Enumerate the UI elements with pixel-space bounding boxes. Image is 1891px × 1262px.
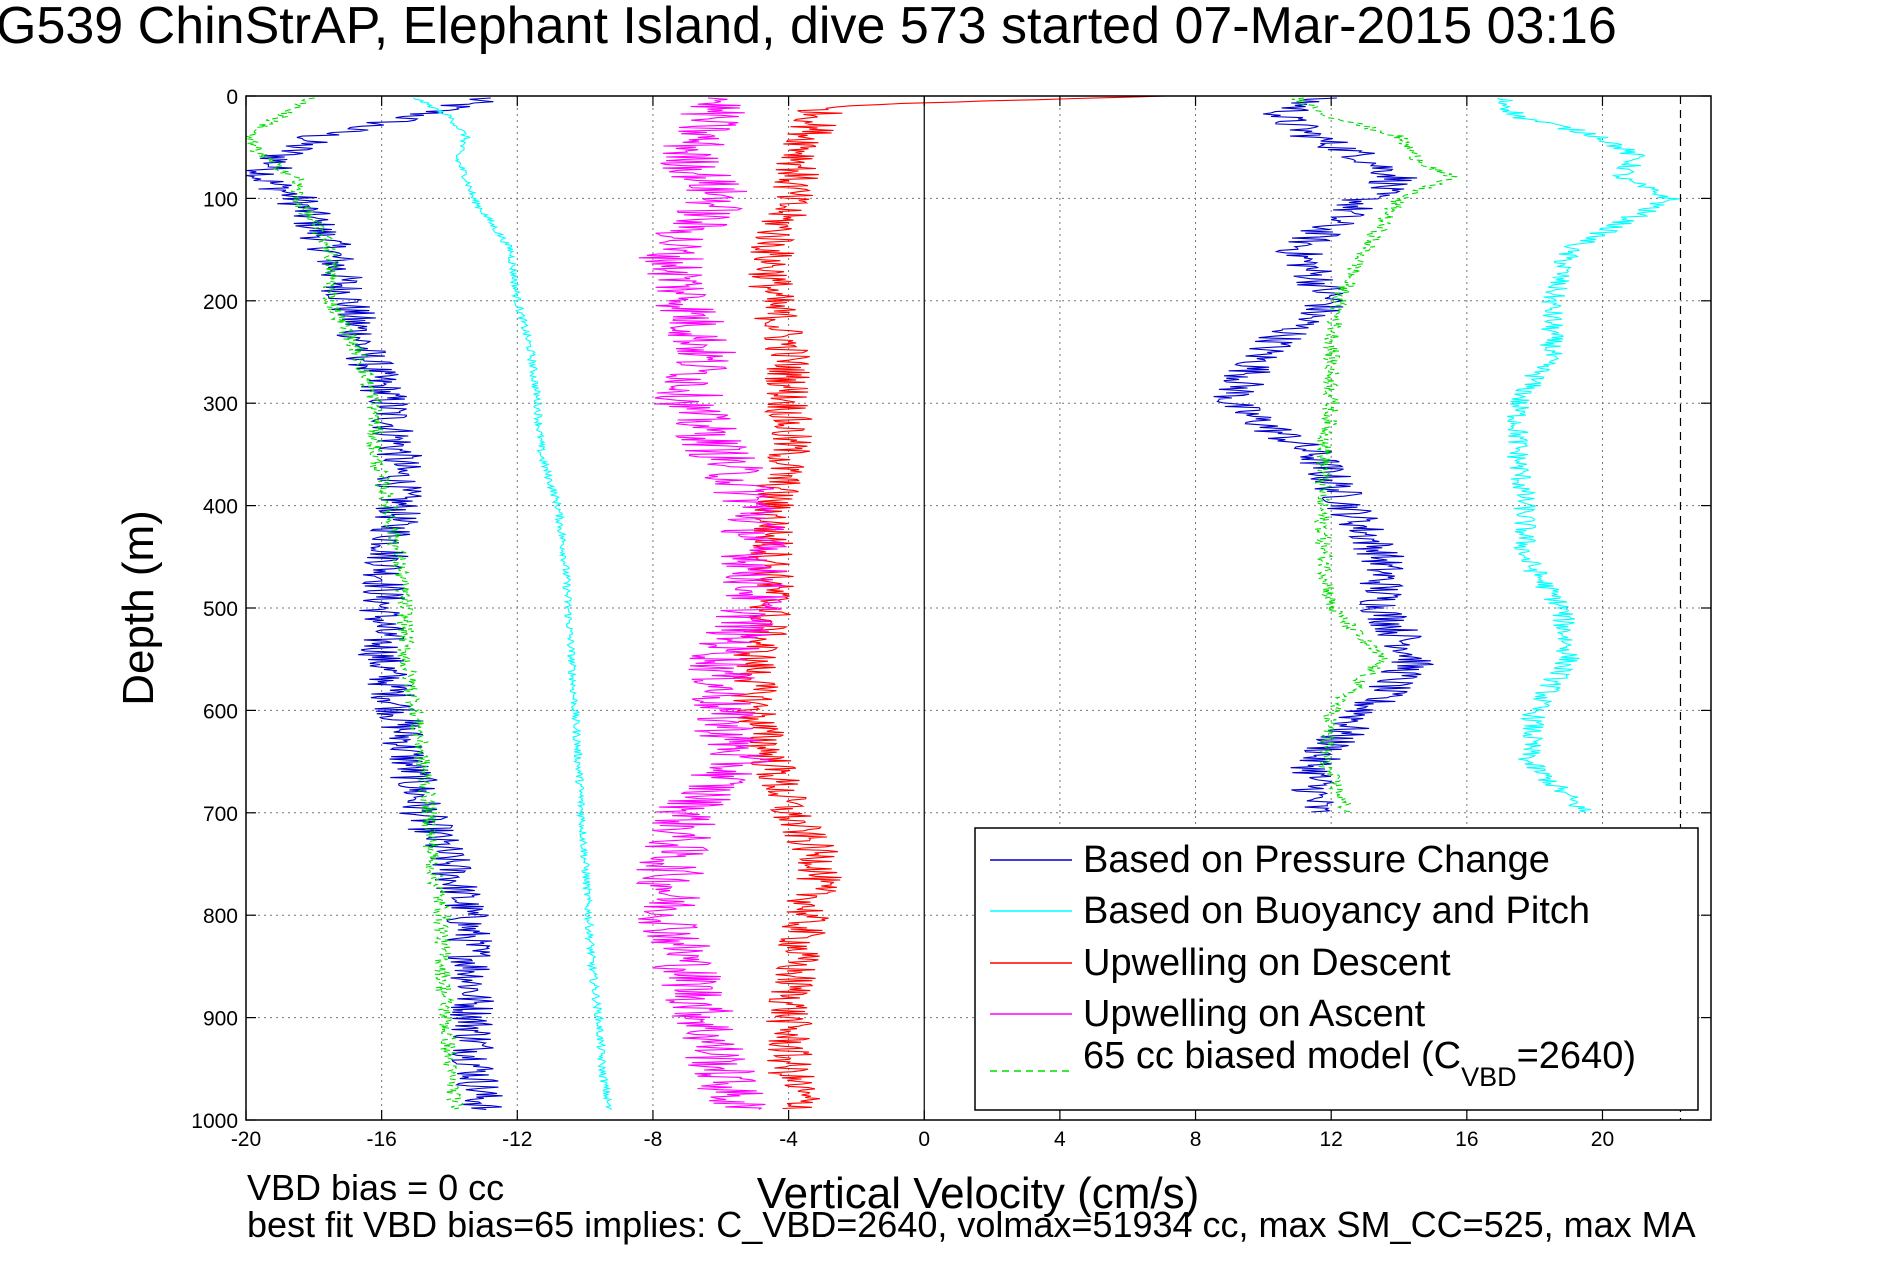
series-pressure_ascent bbox=[1213, 97, 1434, 813]
legend-box bbox=[974, 827, 1699, 1111]
footer-best-fit: best fit VBD bias=65 implies: C_VBD=2640… bbox=[247, 1204, 1696, 1245]
series-buoyancy_ascent bbox=[1497, 97, 1680, 813]
series-model_ascent bbox=[1291, 97, 1458, 813]
legend-label-buoyancy: Based on Buoyancy and Pitch bbox=[1083, 890, 1590, 932]
series-buoyancy_descent bbox=[413, 97, 613, 1110]
y-tick-label: 1000 bbox=[191, 1110, 238, 1133]
legend-label-model-tail: =2640) bbox=[1517, 1035, 1636, 1077]
x-tick-label: 16 bbox=[1455, 1128, 1478, 1151]
y-tick-label: 300 bbox=[203, 393, 238, 416]
y-tick-label: 200 bbox=[203, 291, 238, 314]
data-series bbox=[245, 95, 1680, 1110]
reference-lines bbox=[923, 96, 1682, 1120]
legend-label-model-main: 65 cc biased model (C bbox=[1083, 1035, 1461, 1077]
y-tick-label: 700 bbox=[203, 803, 238, 826]
x-tick-label: 12 bbox=[1320, 1128, 1343, 1151]
footer-vbd-bias: VBD bias = 0 cc bbox=[247, 1167, 505, 1208]
y-tick-label: 100 bbox=[203, 188, 238, 211]
y-tick-label: 600 bbox=[203, 700, 238, 723]
series-model_descent bbox=[245, 97, 464, 1110]
axis-ticks: -20 -16 -12 -8 -4 0 4 8 12 16 20010020030040050060… bbox=[191, 86, 1711, 1151]
x-tick-label: -20 bbox=[231, 1128, 261, 1151]
x-tick-label: 20 bbox=[1591, 1128, 1614, 1151]
legend-label-model-sub: VBD bbox=[1461, 1062, 1517, 1092]
chart-title: G539 ChinStrAP, Elephant Island, dive 57… bbox=[0, 0, 1617, 55]
y-tick-label: 400 bbox=[203, 496, 238, 519]
legend-label-pressure: Based on Pressure Change bbox=[1083, 839, 1550, 881]
x-tick-label: -12 bbox=[502, 1128, 532, 1151]
legend-label-upwelling-descent: Upwelling on Descent bbox=[1083, 942, 1451, 984]
y-axis-label: Depth (m) bbox=[114, 510, 163, 706]
x-tick-label: -16 bbox=[366, 1128, 396, 1151]
series-upwelling_descent bbox=[731, 95, 1167, 1110]
series-upwelling_ascent bbox=[635, 97, 788, 1110]
x-tick-label: 4 bbox=[1054, 1128, 1066, 1151]
y-tick-label: 900 bbox=[203, 1008, 238, 1031]
x-tick-label: -8 bbox=[644, 1128, 663, 1151]
legend: Based on Pressure Change Based on Buoyan… bbox=[974, 827, 1699, 1111]
x-tick-label: -4 bbox=[779, 1128, 798, 1151]
series-pressure_descent bbox=[245, 97, 503, 1110]
x-tick-label: 0 bbox=[918, 1128, 930, 1151]
legend-label-model: 65 cc biased model (CVBD=2640) bbox=[1083, 1035, 1636, 1092]
y-tick-label: 0 bbox=[226, 86, 238, 109]
y-tick-label: 800 bbox=[203, 905, 238, 928]
y-tick-label: 500 bbox=[203, 598, 238, 621]
x-tick-label: 8 bbox=[1190, 1128, 1202, 1151]
legend-label-upwelling-ascent: Upwelling on Ascent bbox=[1083, 993, 1426, 1035]
x-axis-label: Vertical Velocity (cm/s) bbox=[757, 1169, 1200, 1218]
